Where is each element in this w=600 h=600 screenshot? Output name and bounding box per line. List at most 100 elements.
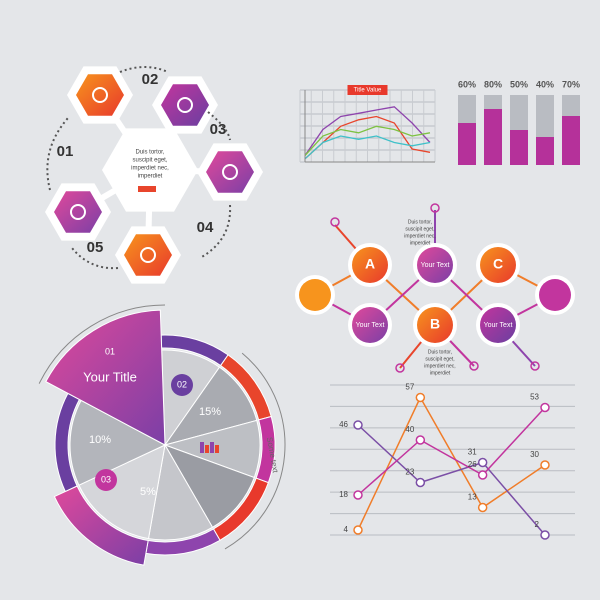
series-line — [357, 424, 546, 536]
polar-label: 10% — [89, 434, 111, 446]
data-point — [477, 502, 488, 513]
node — [417, 307, 453, 343]
polar-label: 03 — [101, 474, 111, 484]
data-point — [353, 420, 363, 430]
data-point — [477, 470, 488, 480]
badge — [95, 469, 117, 491]
polar-number: 01 — [105, 346, 115, 356]
chart-title: Title Value — [354, 88, 382, 94]
center-text: Duis tortor, — [135, 150, 164, 156]
data-point — [415, 392, 426, 403]
bar — [458, 123, 476, 165]
series-line — [357, 395, 546, 531]
data-label: 26 — [468, 460, 477, 469]
bar-label: 40% — [536, 79, 554, 89]
node-label: Your Text — [421, 262, 450, 269]
hex-icon — [70, 204, 86, 220]
side-node — [539, 279, 571, 311]
center-text: imperdiet nec, — [131, 166, 169, 172]
small-icon — [330, 217, 340, 227]
step-number: 05 — [87, 239, 104, 256]
step-number: 04 — [197, 219, 214, 236]
bar — [562, 116, 580, 165]
polar-label: 02 — [177, 379, 187, 389]
bar-label: 70% — [562, 79, 580, 89]
data-label: 46 — [339, 420, 348, 429]
hex-icon — [177, 97, 193, 113]
data-point — [540, 460, 550, 470]
badge — [171, 374, 193, 396]
small-icon — [430, 203, 440, 213]
bar — [484, 109, 502, 165]
hex-icon-bg — [124, 234, 172, 276]
bar — [536, 137, 554, 165]
data-label: 23 — [405, 468, 414, 477]
note-text: Duis tortor, — [408, 219, 432, 225]
node-label: Your Text — [484, 322, 513, 329]
data-point — [540, 402, 550, 413]
data-point — [415, 477, 426, 488]
note-text: Duis tortor, — [428, 349, 452, 355]
center-text: suscipit eget, — [132, 158, 167, 164]
data-label: 31 — [468, 448, 477, 457]
node — [352, 307, 388, 343]
note-text: suscipit eget, — [425, 356, 454, 362]
data-label: 4 — [344, 525, 349, 534]
icon-bar — [210, 442, 214, 453]
hex-center — [102, 128, 198, 212]
step-number: 01 — [57, 143, 74, 160]
node-label: Your Text — [356, 322, 385, 329]
data-point — [415, 435, 426, 445]
small-icon — [395, 363, 405, 373]
node-label: C — [493, 256, 503, 272]
hex-icon-bg — [206, 151, 254, 193]
title-box — [347, 85, 388, 95]
cycle-arrow — [71, 247, 119, 270]
note-text: imperdiet nec, — [424, 363, 455, 369]
series-line — [304, 135, 431, 160]
outline-arc — [38, 304, 166, 384]
cycle-arrow — [199, 204, 232, 259]
bar-label: 60% — [458, 79, 476, 89]
polar-highlight — [45, 309, 166, 446]
node-label: B — [430, 316, 440, 332]
data-point — [477, 457, 488, 468]
hex-icon-bg — [54, 191, 102, 233]
node — [480, 307, 516, 343]
node-label: A — [365, 256, 375, 272]
polar-title: Your Title — [83, 369, 137, 384]
small-icon — [469, 361, 479, 371]
outline-arc — [224, 352, 286, 550]
hex-icon — [92, 87, 108, 103]
node — [480, 247, 516, 283]
data-label: 13 — [468, 493, 477, 502]
data-label: 53 — [530, 393, 539, 402]
data-point — [353, 525, 363, 535]
bar — [510, 130, 528, 165]
data-label: 18 — [339, 490, 348, 499]
icon-bar — [205, 445, 209, 453]
data-point — [540, 530, 550, 540]
data-point — [353, 490, 363, 500]
note-text: imperdiet — [410, 240, 431, 246]
polar-label: 15% — [199, 406, 221, 418]
icon-bar — [200, 442, 204, 453]
series-line — [304, 125, 431, 156]
polar-label: 5% — [140, 486, 156, 498]
data-label: 2 — [535, 520, 540, 529]
data-label: 30 — [530, 450, 539, 459]
data-label: 57 — [405, 383, 414, 392]
hex-icon — [140, 247, 156, 263]
data-label: 40 — [405, 425, 414, 434]
bar-label: 80% — [484, 79, 502, 89]
cycle-arrow — [119, 66, 169, 73]
note-text: suscipit eget, — [405, 226, 434, 232]
hex-icon — [222, 164, 238, 180]
center-text: imperdiet — [138, 174, 163, 180]
hex-icon-bg — [161, 84, 209, 126]
hex-icon-bg — [76, 74, 124, 116]
step-number: 02 — [142, 71, 159, 88]
node — [352, 247, 388, 283]
